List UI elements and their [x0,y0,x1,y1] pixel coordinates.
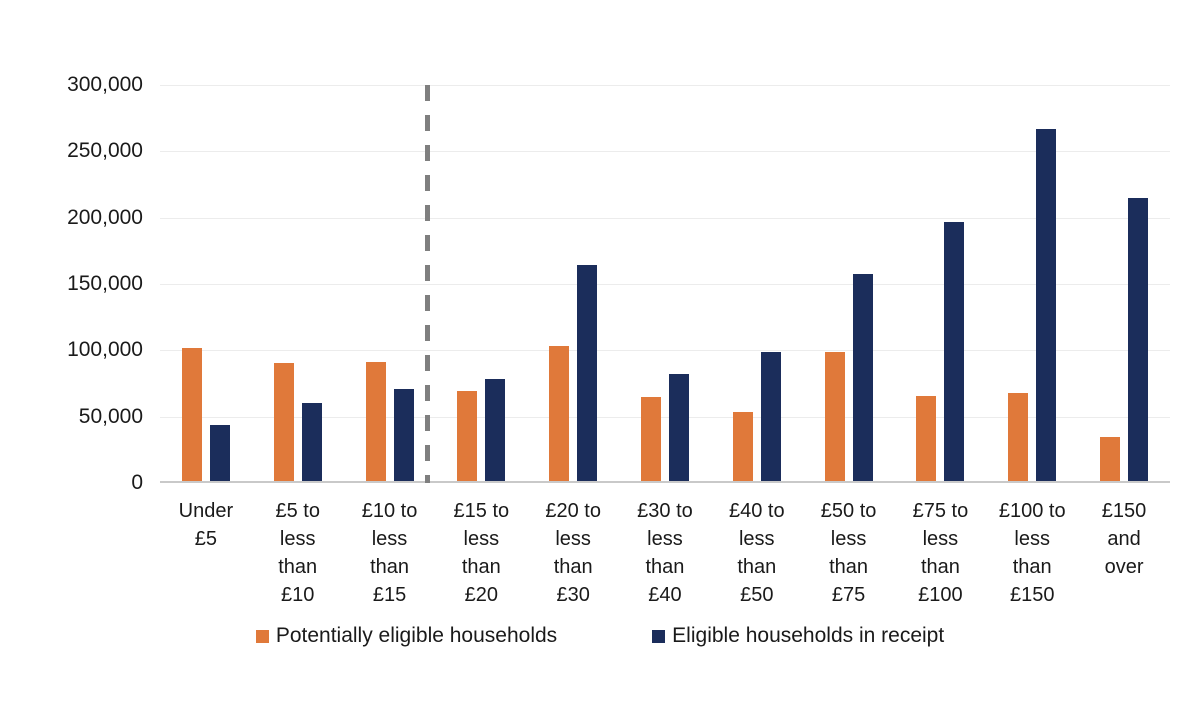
bar-eligible-households-in-receipt [1128,198,1149,481]
bar-eligible-households-in-receipt [1036,129,1057,481]
bar-potentially-eligible-households [1008,393,1029,481]
bar-potentially-eligible-households [181,348,202,481]
y-axis-tick-label: 50,000 [78,404,143,428]
gridline [160,350,1170,352]
y-axis-tick-label: 250,000 [67,139,143,163]
x-axis-category-label: £30 to less than £40 [637,500,693,606]
x-axis-category-label: £5 to less than £10 [275,500,320,606]
bar-potentially-eligible-households [640,397,661,481]
legend-label-potentially-eligible: Potentially eligible households [275,624,558,647]
legend-item-in-receipt: Eligible households in receipt [652,624,944,648]
x-axis-category-label: £75 to less than £100 [912,500,969,606]
y-axis-tick-label: 150,000 [67,272,143,295]
gridline [160,151,1170,153]
bar-eligible-households-in-receipt [852,274,873,481]
x-axis-category-label: £50 to less than £75 [820,500,877,606]
bar-group [619,85,711,481]
x-axis-category-label: £40 to less than £50 [728,500,785,606]
bar-eligible-households-in-receipt [760,352,781,481]
plot-area [160,85,1170,483]
bar-group [160,85,252,481]
gridline [160,416,1170,418]
x-axis-category-label: Under £5 [178,500,234,550]
bar-group [895,85,987,481]
y-axis-tick-label: 100,000 [67,338,143,362]
legend: Potentially eligible households Eligible… [0,624,1200,648]
legend-swatch-navy [652,629,666,643]
bar-potentially-eligible-households [273,362,294,481]
legend-swatch-orange [255,629,269,643]
bar-group [711,85,803,481]
bar-eligible-households-in-receipt [944,222,965,481]
x-axis-category-label: £20 to less than £30 [545,500,601,606]
y-axis-tick-label: 300,000 [67,73,143,96]
bar-group [435,85,527,481]
bar-eligible-households-in-receipt [393,389,414,481]
legend-label-in-receipt: Eligible households in receipt [672,624,945,647]
bar-groups [160,85,1170,481]
y-axis-tick-label: 0 [131,471,143,494]
gridline [160,85,1170,86]
bar-potentially-eligible-households [1100,437,1121,481]
bar-eligible-households-in-receipt [301,402,322,481]
bar-group [344,85,436,481]
bar-potentially-eligible-households [457,390,478,481]
bar-eligible-households-in-receipt [485,378,506,481]
bar-eligible-households-in-receipt [577,264,598,481]
gridline [160,217,1170,219]
x-axis-category-label: £15 to less than £20 [453,500,510,606]
y-axis-tick-label: 200,000 [67,205,143,229]
bar-eligible-households-in-receipt [668,373,689,481]
bar-potentially-eligible-households [732,412,753,481]
bar-potentially-eligible-households [916,396,937,481]
bar-group [1078,85,1170,481]
gridline [160,284,1170,285]
x-axis-category-label: £150 and over [1101,500,1147,578]
legend-item-potentially-eligible: Potentially eligible households [255,624,558,648]
bar-eligible-households-in-receipt [209,425,230,481]
x-axis-category-label: £10 to less than £15 [361,500,418,606]
bar-group [527,85,619,481]
x-axis-category-label: £100 to less than £150 [998,500,1066,606]
x-axis-category-labels: Under £5 £5 to less than £10 £10 to less t… [160,497,1170,609]
bar-potentially-eligible-households [365,361,386,481]
bar-group [803,85,895,481]
dashed-divider-line [425,85,431,483]
bar-group [252,85,344,481]
bar-potentially-eligible-households [824,352,845,481]
bar-potentially-eligible-households [549,345,570,481]
bar-group [986,85,1078,481]
